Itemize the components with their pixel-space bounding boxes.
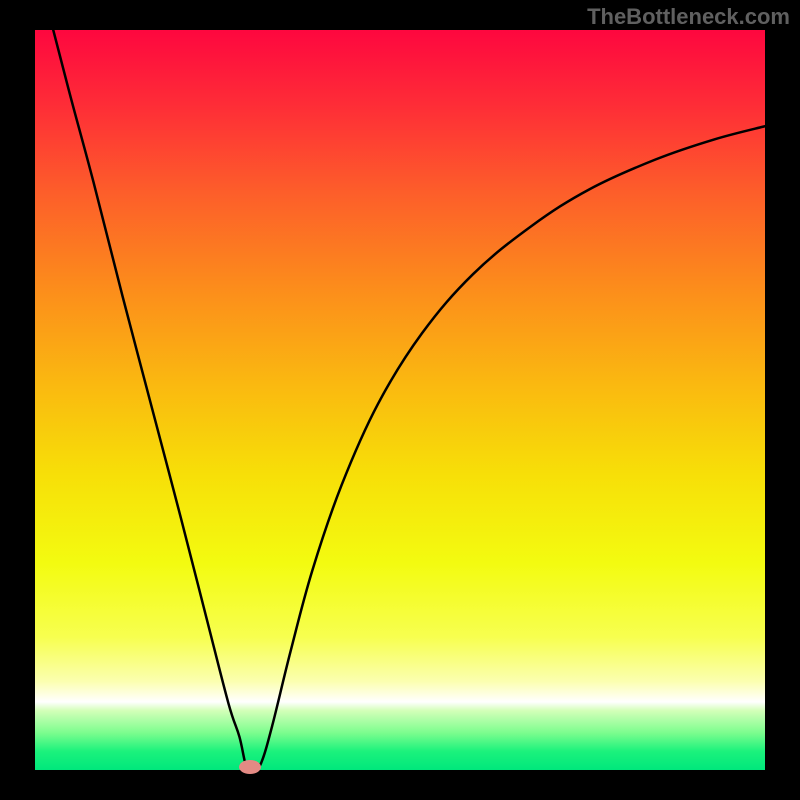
watermark-text: TheBottleneck.com: [587, 4, 790, 30]
figure-container: TheBottleneck.com: [0, 0, 800, 800]
curve-layer: [35, 30, 765, 770]
plot-area: [35, 30, 765, 770]
bottleneck-curve: [53, 30, 765, 770]
min-point-marker: [239, 760, 261, 774]
